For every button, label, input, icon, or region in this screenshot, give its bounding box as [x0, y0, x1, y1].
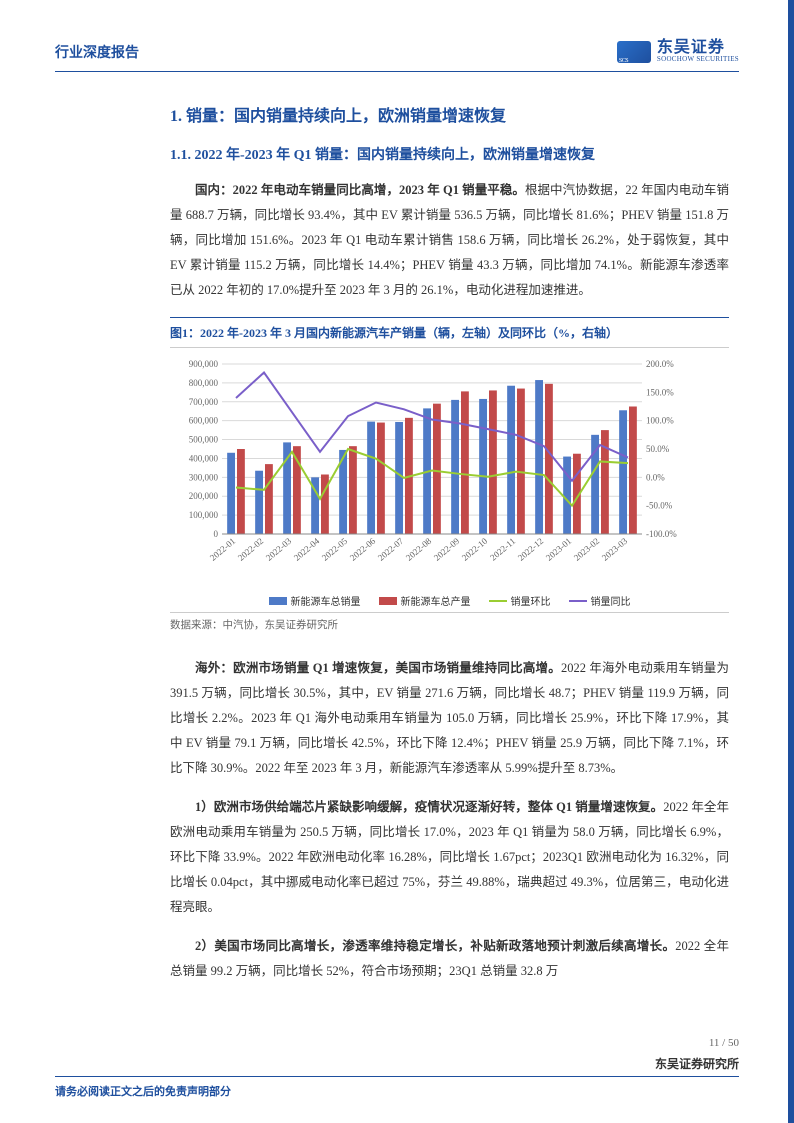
p2-body: 2022 年海外电动乘用车销量为 391.5 万辆，同比增长 30.5%，其中，… [170, 661, 729, 775]
svg-text:0.0%: 0.0% [646, 472, 665, 482]
p4-lead: 2）美国市场同比高增长，渗透率维持稳定增长，补贴新政落地预计刺激后续高增长。 [195, 939, 675, 953]
p3-body: 2022 年全年欧洲电动乘用车销量为 250.5 万辆，同比增长 17.0%，2… [170, 800, 729, 914]
svg-text:150.0%: 150.0% [646, 387, 674, 397]
p1-lead: 国内：2022 年电动车销量同比高增，2023 年 Q1 销量平稳。 [195, 183, 525, 197]
p3-lead: 1）欧洲市场供给端芯片紧缺影响缓解，疫情状况逐渐好转，整体 Q1 销量增速恢复。 [195, 800, 663, 814]
paragraph-europe: 1）欧洲市场供给端芯片紧缺影响缓解，疫情状况逐渐好转，整体 Q1 销量增速恢复。… [170, 795, 729, 920]
svg-text:600,000: 600,000 [189, 416, 219, 426]
svg-text:2022-04: 2022-04 [292, 536, 322, 563]
page-footer: 11 / 50 东吴证券研究所 请务必阅读正文之后的免责声明部分 [0, 1037, 794, 1099]
chart-source: 数据来源：中汽协，东吴证券研究所 [170, 612, 729, 632]
svg-text:400,000: 400,000 [189, 453, 219, 463]
svg-text:700,000: 700,000 [189, 397, 219, 407]
chart-legend: 新能源车总销量 新能源车总产量 销量环比 销量同比 [170, 593, 729, 608]
paragraph-overseas: 海外：欧洲市场销量 Q1 增速恢复，美国市场销量维持同比高增。2022 年海外电… [170, 656, 729, 781]
page-number: 11 / 50 [55, 1037, 739, 1049]
svg-text:100,000: 100,000 [189, 510, 219, 520]
svg-text:2022-12: 2022-12 [516, 536, 545, 563]
svg-text:-50.0%: -50.0% [646, 501, 673, 511]
svg-text:2022-01: 2022-01 [208, 536, 237, 563]
svg-text:200,000: 200,000 [189, 491, 219, 501]
svg-text:50.0%: 50.0% [646, 444, 670, 454]
heading-1-1: 1.1. 2022 年-2023 年 Q1 销量：国内销量持续向上，欧洲销量增速… [170, 144, 729, 164]
svg-text:2022-08: 2022-08 [404, 536, 434, 563]
svg-text:2022-07: 2022-07 [376, 536, 406, 563]
chart-title: 图1：2022 年-2023 年 3 月国内新能源汽车产销量（辆，左轴）及同环比… [170, 317, 729, 348]
svg-text:2022-09: 2022-09 [432, 536, 462, 563]
logo-cn: 东吴证券 [657, 40, 739, 56]
p1-body: 根据中汽协数据，22 年国内电动车销量 688.7 万辆，同比增长 93.4%，… [170, 183, 729, 297]
svg-text:2023-01: 2023-01 [544, 536, 573, 563]
svg-text:2022-02: 2022-02 [236, 536, 265, 563]
chart-svg: 0 100,000 200,000 300,000 400,000 500,000 600,… [170, 354, 690, 584]
svg-text:200.0%: 200.0% [646, 359, 674, 369]
doc-type: 行业深度报告 [55, 42, 139, 62]
chart-figure-1: 0 100,000 200,000 300,000 400,000 500,000 600,… [170, 354, 729, 608]
svg-text:2022-05: 2022-05 [320, 536, 350, 563]
svg-text:0: 0 [214, 529, 219, 539]
footer-disclaimer: 请务必阅读正文之后的免责声明部分 [55, 1076, 739, 1099]
svg-text:2022-06: 2022-06 [348, 536, 378, 563]
paragraph-us: 2）美国市场同比高增长，渗透率维持稳定增长，补贴新政落地预计刺激后续高增长。20… [170, 934, 729, 984]
logo-en: SOOCHOW SECURITIES [657, 56, 739, 63]
company-logo: 东吴证券 SOOCHOW SECURITIES [617, 40, 739, 63]
svg-text:100.0%: 100.0% [646, 416, 674, 426]
svg-text:900,000: 900,000 [189, 359, 219, 369]
logo-icon [617, 41, 651, 63]
svg-text:-100.0%: -100.0% [646, 529, 677, 539]
heading-1: 1. 销量：国内销量持续向上，欧洲销量增速恢复 [170, 102, 729, 126]
footer-institute: 东吴证券研究所 [55, 1055, 739, 1072]
svg-text:300,000: 300,000 [189, 472, 219, 482]
page-header: 行业深度报告 东吴证券 SOOCHOW SECURITIES [55, 40, 739, 72]
svg-text:2022-03: 2022-03 [264, 536, 294, 563]
p2-lead: 海外：欧洲市场销量 Q1 增速恢复，美国市场销量维持同比高增。 [195, 661, 561, 675]
svg-text:800,000: 800,000 [189, 378, 219, 388]
svg-text:500,000: 500,000 [189, 435, 219, 445]
paragraph-domestic: 国内：2022 年电动车销量同比高增，2023 年 Q1 销量平稳。根据中汽协数… [170, 178, 729, 303]
content-area: 1. 销量：国内销量持续向上，欧洲销量增速恢复 1.1. 2022 年-2023… [55, 102, 739, 984]
svg-text:2023-02: 2023-02 [572, 536, 601, 563]
svg-text:2022-11: 2022-11 [488, 536, 517, 563]
svg-text:2022-10: 2022-10 [460, 536, 490, 563]
svg-text:2023-03: 2023-03 [600, 536, 630, 563]
